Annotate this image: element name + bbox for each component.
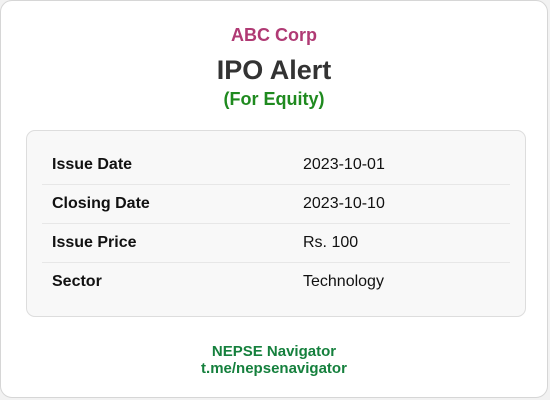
company-name: ABC Corp xyxy=(231,25,317,45)
detail-row-issue-date: Issue Date 2023-10-01 xyxy=(42,146,510,185)
alert-subtitle: (For Equity) xyxy=(223,89,325,109)
detail-value: 2023-10-10 xyxy=(303,195,385,212)
detail-label: Issue Price xyxy=(52,234,137,251)
detail-row-issue-price: Issue Price Rs. 100 xyxy=(42,224,510,263)
detail-label: Sector xyxy=(52,273,102,290)
details-panel: Issue Date 2023-10-01 Closing Date 2023-… xyxy=(26,130,526,317)
footer-brand: NEPSE Navigator xyxy=(211,343,337,360)
alert-title: IPO Alert xyxy=(216,55,332,85)
detail-value: Technology xyxy=(303,273,384,290)
detail-value: Rs. 100 xyxy=(303,234,359,251)
detail-row-sector: Sector Technology xyxy=(42,263,510,302)
detail-label: Closing Date xyxy=(52,195,150,212)
footer: NEPSE Navigator t.me/nepsenavigator xyxy=(1,343,547,377)
footer-link[interactable]: t.me/nepsenavigator xyxy=(201,360,347,377)
detail-value: 2023-10-01 xyxy=(303,156,385,173)
detail-row-closing-date: Closing Date 2023-10-10 xyxy=(42,185,510,224)
detail-label: Issue Date xyxy=(52,156,133,173)
